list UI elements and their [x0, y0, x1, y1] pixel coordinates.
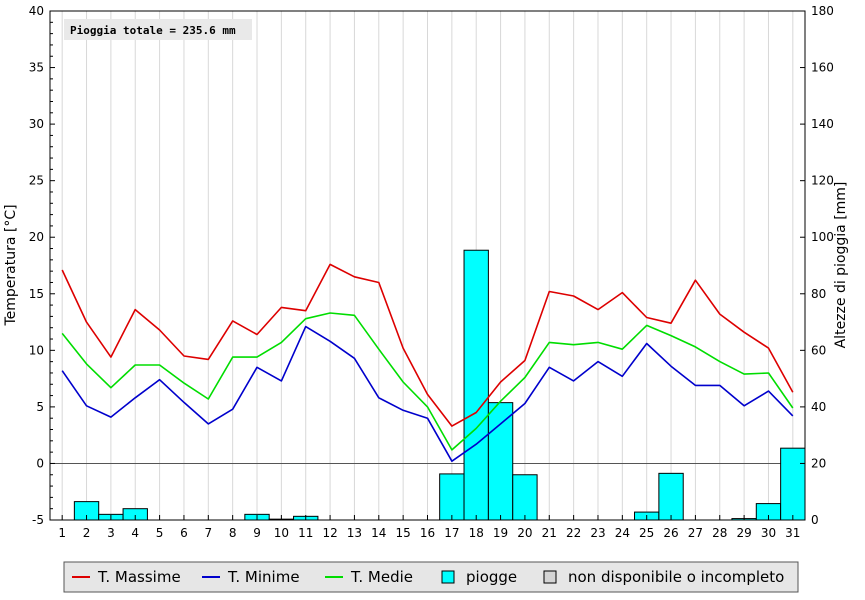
legend-box	[63, 561, 799, 593]
temperature-lines	[61, 263, 794, 463]
y-right-tick-label: 40	[811, 400, 826, 414]
legend: T. Massime T. Minime T. Medie piogge non dis…	[63, 561, 799, 593]
legend-label: non disponibile o incompleto	[568, 568, 784, 586]
rain-bar	[512, 474, 538, 521]
legend-label: T. Massime	[97, 568, 181, 586]
y-right-tick-label: 140	[811, 117, 834, 131]
y-right-tick-label: 160	[811, 61, 834, 75]
x-tick-label: 16	[420, 526, 435, 540]
y-right-title: Altezze di pioggia [mm]	[833, 182, 849, 349]
y-right-tick-label: 120	[811, 174, 834, 188]
x-tick-label: 7	[204, 526, 212, 540]
y-left-tick-label: 10	[29, 343, 44, 357]
x-tick-label: 17	[444, 526, 459, 540]
x-tick-label: 4	[131, 526, 139, 540]
y-left-tick-label: -5	[32, 513, 44, 527]
rain-bar	[658, 472, 684, 521]
legend-label: T. Minime	[227, 568, 300, 586]
x-tick-label: 21	[542, 526, 557, 540]
rain-bar	[439, 473, 465, 521]
y-right-tick-label: 100	[811, 230, 834, 244]
y-right-tick-label: 60	[811, 343, 826, 357]
x-tick-label: 12	[322, 526, 337, 540]
x-tick-label: 20	[517, 526, 532, 540]
x-tick-label: 8	[229, 526, 237, 540]
y-right-tick-label: 80	[811, 287, 826, 301]
y-left-tick-label: 40	[29, 4, 44, 18]
y-left-tick-label: 20	[29, 230, 44, 244]
x-tick-label: 19	[493, 526, 508, 540]
rain-bar	[487, 402, 514, 521]
x-tick-label: 24	[615, 526, 630, 540]
x-tick-label: 30	[761, 526, 776, 540]
legend-box-marker	[441, 570, 455, 584]
series-line-t-massime	[61, 263, 794, 427]
x-tick-label: 27	[688, 526, 703, 540]
legend-label: piogge	[466, 568, 517, 586]
x-tick-label: 22	[566, 526, 581, 540]
x-tick-label: 11	[298, 526, 313, 540]
x-tick-label: 10	[274, 526, 289, 540]
x-tick-label: 3	[107, 526, 115, 540]
rain-bar	[780, 447, 806, 521]
rain-bars	[73, 249, 806, 521]
x-tick-label: 13	[347, 526, 362, 540]
y-left-tick-label: 25	[29, 174, 44, 188]
y-left-tick-label: 30	[29, 117, 44, 131]
y-left-tick-label: 5	[36, 400, 44, 414]
x-tick-label: 25	[639, 526, 654, 540]
y-left-tick-label: 15	[29, 287, 44, 301]
rain-bar	[463, 249, 489, 521]
x-tick-label: 23	[590, 526, 605, 540]
x-tick-label: 18	[469, 526, 484, 540]
y-right-tick-label: 180	[811, 4, 834, 18]
y-right-tick-label: 20	[811, 456, 826, 470]
annotation-box: Pioggia totale = 235.6 mm	[64, 19, 252, 40]
x-tick-label: 31	[785, 526, 800, 540]
y-left-title: Temperatura [°C]	[3, 204, 19, 326]
y-left-tick-label: 35	[29, 61, 44, 75]
x-tick-label: 2	[83, 526, 91, 540]
x-tick-label: 28	[712, 526, 727, 540]
x-tick-label: 14	[371, 526, 386, 540]
series-line-t-minime	[61, 325, 794, 463]
x-tick-label: 29	[736, 526, 751, 540]
grid	[61, 11, 794, 520]
x-tick-label: 5	[156, 526, 164, 540]
legend-box-marker	[543, 570, 557, 584]
legend-label: T. Medie	[350, 568, 413, 586]
x-tick-label: 6	[180, 526, 188, 540]
axes: -505101520253035400204060801001201401601…	[29, 4, 834, 540]
series-line-t-medie	[61, 312, 794, 451]
y-right-tick-label: 0	[811, 513, 819, 527]
rain-total-annotation: Pioggia totale = 235.6 mm	[70, 24, 236, 37]
x-tick-label: 15	[396, 526, 411, 540]
x-tick-label: 9	[253, 526, 261, 540]
y-left-tick-label: 0	[36, 456, 44, 470]
x-tick-label: 1	[58, 526, 66, 540]
x-tick-label: 26	[663, 526, 678, 540]
